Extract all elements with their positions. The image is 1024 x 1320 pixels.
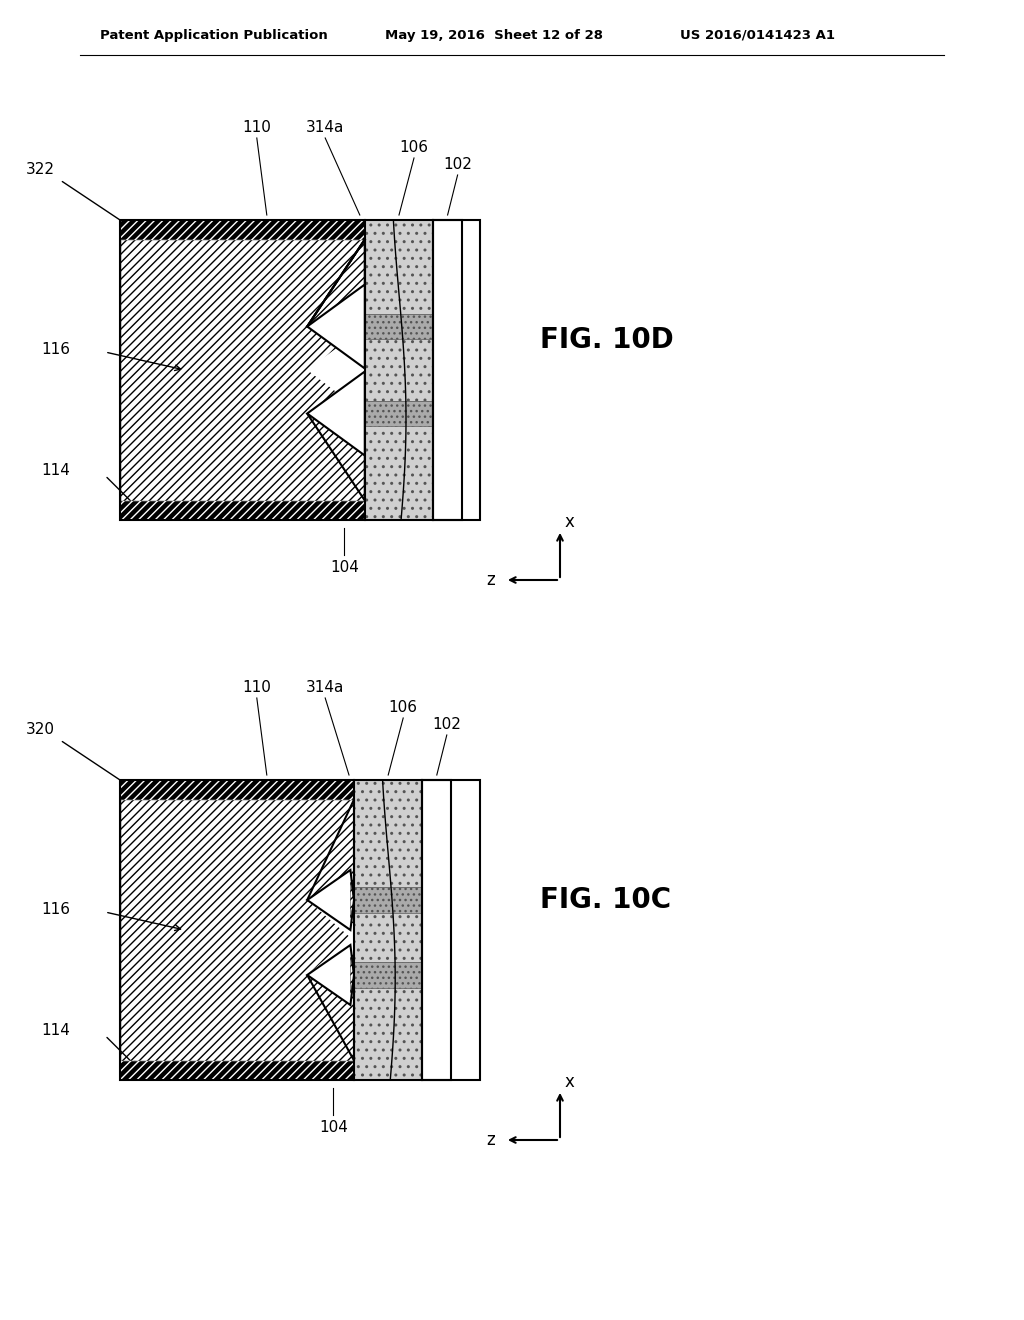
Polygon shape — [307, 945, 354, 1005]
Polygon shape — [307, 239, 365, 326]
Text: 320: 320 — [26, 722, 54, 738]
Bar — [354, 962, 422, 987]
Text: z: z — [486, 1131, 495, 1148]
Bar — [354, 962, 422, 987]
Text: 314a: 314a — [306, 680, 344, 696]
Bar — [120, 780, 480, 1080]
Polygon shape — [121, 239, 365, 500]
Text: 104: 104 — [330, 560, 358, 576]
Bar — [433, 220, 462, 520]
Text: 106: 106 — [389, 700, 418, 715]
Polygon shape — [307, 975, 354, 1060]
Text: 106: 106 — [399, 140, 428, 154]
Polygon shape — [120, 220, 365, 239]
Text: z: z — [486, 572, 495, 589]
Text: 104: 104 — [319, 1119, 348, 1135]
Text: 110: 110 — [243, 680, 271, 696]
Text: 114: 114 — [41, 1023, 70, 1038]
Polygon shape — [121, 800, 354, 1060]
Bar — [365, 220, 433, 520]
Text: May 19, 2016  Sheet 12 of 28: May 19, 2016 Sheet 12 of 28 — [385, 29, 603, 41]
Bar — [120, 220, 480, 520]
Bar — [365, 220, 433, 520]
Bar — [365, 314, 433, 339]
Polygon shape — [120, 780, 354, 800]
Text: 116: 116 — [41, 342, 70, 358]
Text: Patent Application Publication: Patent Application Publication — [100, 29, 328, 41]
Text: FIG. 10C: FIG. 10C — [540, 886, 671, 913]
Text: US 2016/0141423 A1: US 2016/0141423 A1 — [680, 29, 835, 41]
Polygon shape — [307, 413, 365, 500]
Polygon shape — [120, 500, 365, 520]
Bar — [422, 780, 452, 1080]
Text: 314a: 314a — [306, 120, 344, 135]
Polygon shape — [307, 800, 354, 900]
Polygon shape — [307, 371, 365, 455]
Text: FIG. 10D: FIG. 10D — [540, 326, 674, 354]
Polygon shape — [307, 239, 365, 326]
Polygon shape — [307, 326, 365, 370]
Text: 116: 116 — [41, 903, 70, 917]
Text: x: x — [565, 1073, 574, 1092]
Bar — [354, 887, 422, 912]
Text: 102: 102 — [432, 717, 461, 733]
Polygon shape — [120, 1060, 354, 1080]
Text: 322: 322 — [26, 162, 54, 177]
Bar — [354, 887, 422, 912]
Polygon shape — [307, 285, 365, 368]
Bar — [354, 780, 422, 1080]
Text: 114: 114 — [41, 463, 70, 478]
Polygon shape — [307, 326, 365, 413]
Polygon shape — [307, 870, 354, 931]
Bar — [120, 220, 480, 520]
Polygon shape — [307, 413, 365, 500]
Polygon shape — [307, 900, 354, 975]
Bar — [120, 780, 480, 1080]
Polygon shape — [307, 370, 365, 413]
Bar — [365, 314, 433, 339]
Text: 102: 102 — [443, 157, 472, 172]
Bar — [354, 780, 422, 1080]
Text: 110: 110 — [243, 120, 271, 135]
Bar — [365, 401, 433, 426]
Text: x: x — [565, 513, 574, 531]
Bar — [365, 401, 433, 426]
